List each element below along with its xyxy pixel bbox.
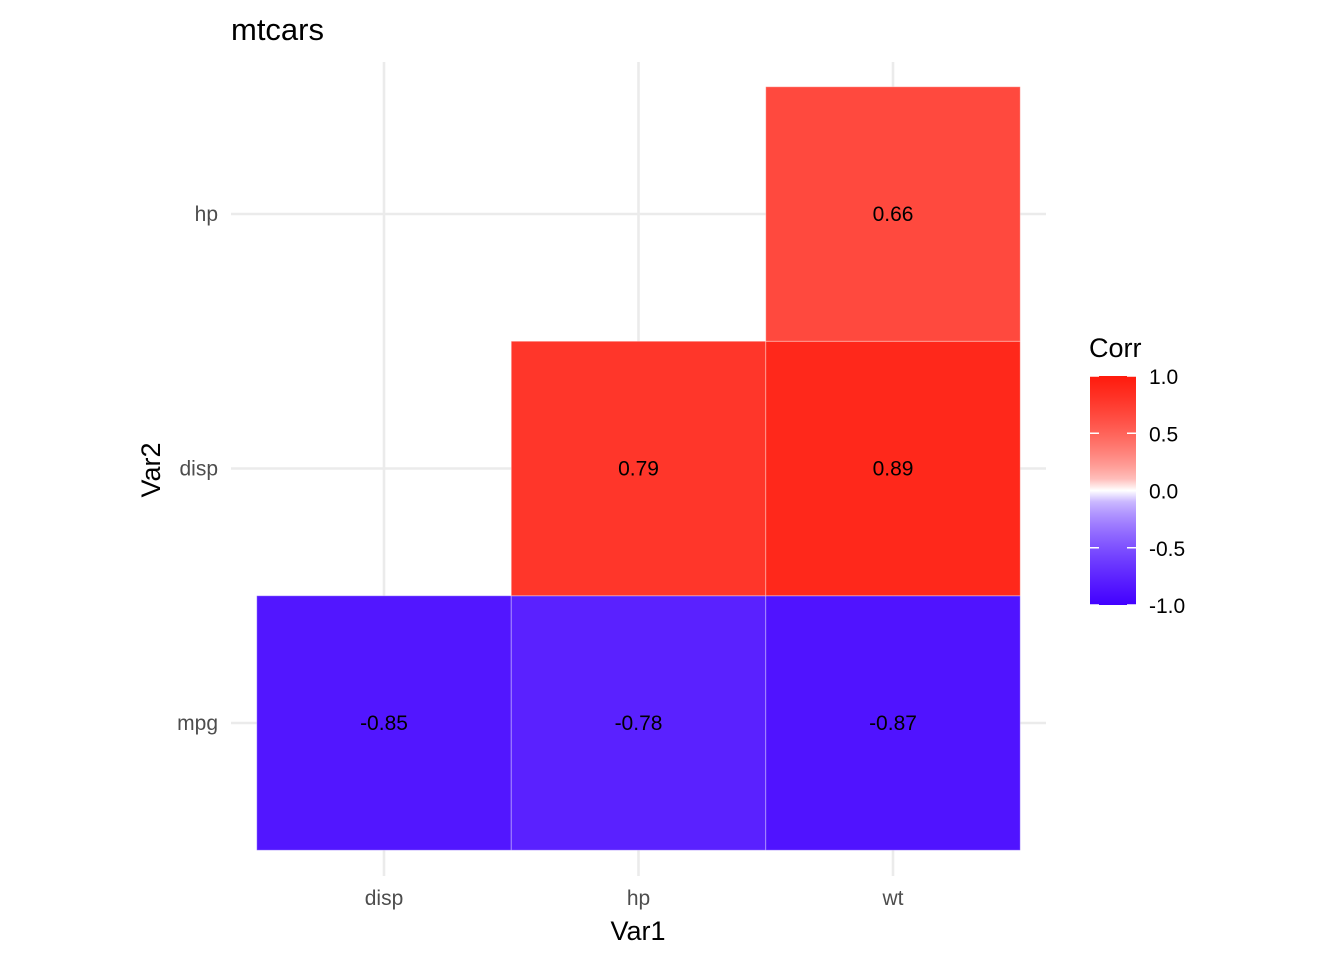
y-tick-label-hp: hp: [195, 203, 218, 226]
cell-value-label-hp-mpg: -0.78: [615, 712, 663, 735]
cell-value-labels: -0.85 -0.78 -0.87 0.79 0.89 0.66: [360, 203, 917, 735]
legend-label-0: 1.0: [1149, 366, 1178, 389]
cell-value-label-wt-disp: 0.89: [873, 458, 914, 481]
legend-label-1: 0.5: [1149, 423, 1178, 446]
cell-value-label-wt-mpg: -0.87: [869, 712, 917, 735]
heatmap-cell-wt-hp: [765, 86, 1021, 342]
x-tick-label-wt: wt: [882, 887, 904, 910]
cell-value-label-wt-hp: 0.66: [873, 203, 914, 226]
y-axis-title: Var2: [136, 442, 166, 497]
heatmap-cell-disp-mpg: [256, 595, 512, 851]
legend-label-3: -0.5: [1149, 538, 1185, 561]
x-tick-label-disp: disp: [365, 887, 404, 910]
legend-ticks: 1.0 0.5 0.0 -0.5 -1.0: [1090, 366, 1185, 618]
cell-value-label-disp-mpg: -0.85: [360, 712, 408, 735]
y-tick-label-disp: disp: [179, 458, 218, 481]
color-legend: Corr 1.0 0.5 0.0 -0.5 -1.0: [1089, 333, 1185, 618]
x-axis-ticks: disp hp wt: [365, 887, 904, 910]
x-tick-label-hp: hp: [627, 887, 650, 910]
legend-label-4: -1.0: [1149, 595, 1185, 618]
y-tick-label-mpg: mpg: [177, 712, 218, 735]
legend-label-2: 0.0: [1149, 481, 1178, 504]
heatmap-cell-wt-mpg: [765, 595, 1021, 851]
heatmap-cell-hp-disp: [510, 340, 767, 597]
chart-title: mtcars: [231, 12, 324, 47]
x-axis-title: Var1: [610, 916, 665, 946]
cell-value-label-hp-disp: 0.79: [618, 458, 659, 481]
heatmap-cells: [256, 86, 1021, 851]
y-axis-ticks: mpg disp hp: [177, 203, 218, 735]
legend-title: Corr: [1089, 333, 1142, 363]
heatmap-cell-wt-disp: [765, 340, 1021, 597]
